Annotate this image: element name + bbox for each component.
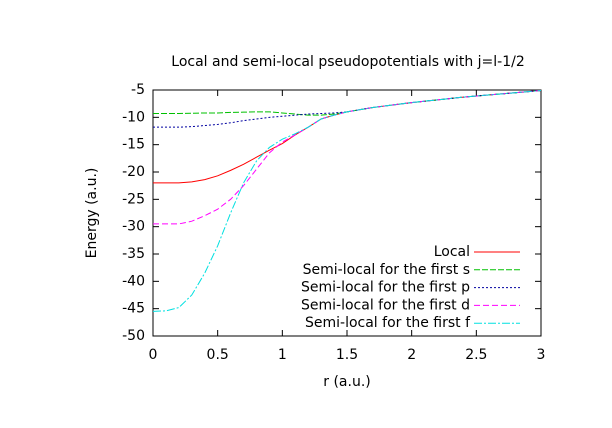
y-tick-label: -45 bbox=[122, 301, 145, 317]
x-tick-label: 0.5 bbox=[207, 347, 229, 363]
x-tick-label: 0 bbox=[149, 347, 158, 363]
legend-label: Semi-local for the first d bbox=[301, 297, 470, 313]
series-line bbox=[152, 90, 542, 312]
y-tick-label: -5 bbox=[131, 82, 145, 98]
y-tick-label: -35 bbox=[122, 246, 145, 262]
x-tick-label: 2 bbox=[407, 347, 416, 363]
legend-label: Local bbox=[434, 244, 470, 260]
series-line bbox=[153, 90, 542, 184]
y-tick-label: -25 bbox=[122, 191, 145, 207]
y-axis-label: Energy (a.u.) bbox=[84, 168, 100, 259]
y-tick-label: -30 bbox=[122, 219, 145, 235]
y-tick-label: -40 bbox=[122, 273, 145, 289]
y-tick-label: -20 bbox=[122, 164, 145, 180]
legend-label: Semi-local for the first f bbox=[305, 315, 471, 331]
x-axis-label: r (a.u.) bbox=[323, 374, 370, 390]
chart-title: Local and semi-local pseudopotentials wi… bbox=[171, 54, 524, 70]
x-tick-label: 3 bbox=[537, 347, 546, 363]
y-tick-label: -10 bbox=[122, 109, 145, 125]
legend-label: Semi-local for the first p bbox=[301, 280, 470, 296]
series-line bbox=[153, 90, 542, 128]
legend-label: Semi-local for the first s bbox=[303, 262, 470, 278]
series-line bbox=[153, 90, 542, 225]
y-tick-label: -15 bbox=[122, 137, 145, 153]
x-tick-label: 1 bbox=[278, 347, 287, 363]
y-tick-label: -50 bbox=[122, 328, 145, 344]
x-tick-label: 2.5 bbox=[465, 347, 487, 363]
x-tick-label: 1.5 bbox=[336, 347, 358, 363]
